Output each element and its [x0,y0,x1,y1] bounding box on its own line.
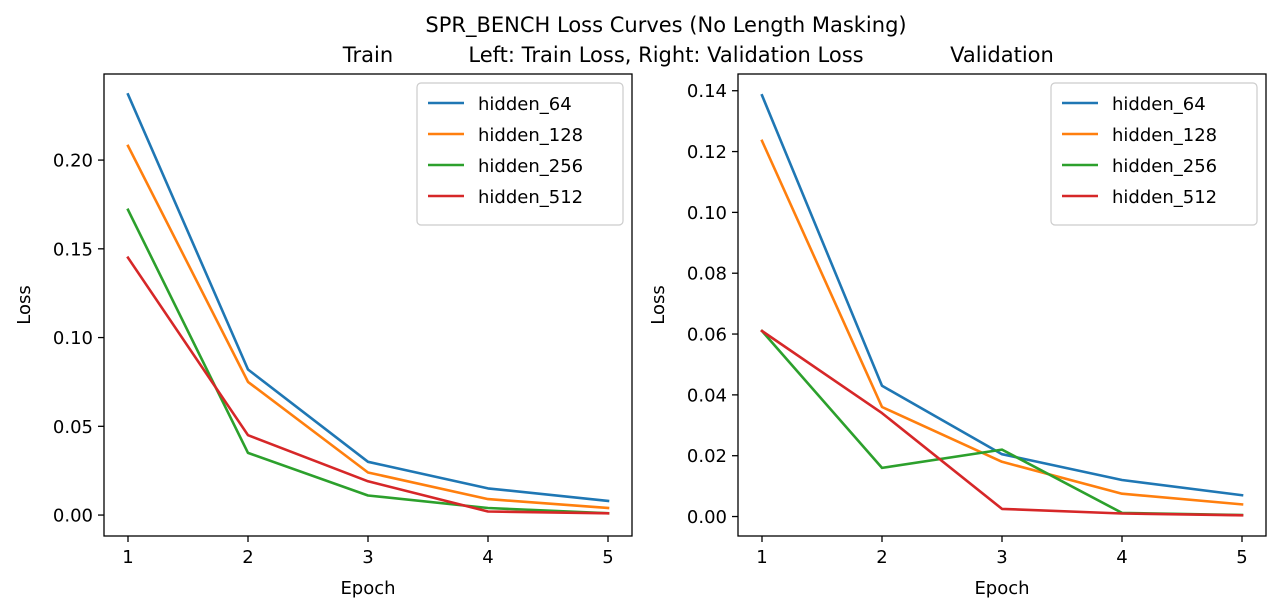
train-y-tick-label: 0.15 [53,239,93,260]
validation-axes-title: Validation [950,43,1054,67]
figure-suptitle: SPR_BENCH Loss Curves (No Length Masking… [425,13,906,38]
validation-legend-label-hidden_256: hidden_256 [1112,156,1217,177]
train-x-axis-label: Epoch [340,578,395,599]
train-y-axis-label: Loss [14,285,35,324]
train-series-line-hidden_512 [126,255,610,515]
validation-y-tick-label: 0.02 [687,446,727,467]
train-legend-box [416,82,624,226]
train-loss-chart: Train 1 2 3 4 5 0.00 0.05 0.10 0.15 0.20 Epoch Loss h… [14,43,633,599]
train-y-tick-label: 0.20 [53,151,93,172]
validation-legend: hidden_64 hidden_128 hidden_256 hidden_512 [1050,82,1258,226]
validation-series-line-hidden_128 [760,139,1244,506]
validation-y-tick-label: 0.08 [687,264,727,285]
train-series-line-hidden_128 [126,144,610,510]
validation-y-tick-label: 0.00 [687,507,727,528]
validation-x-tick-label: 5 [1236,547,1247,568]
validation-x-tick-label: 4 [1116,547,1127,568]
validation-legend-box [1050,82,1258,226]
validation-x-tick-label: 2 [876,547,887,568]
validation-x-tick-label: 1 [756,547,767,568]
train-x-tick-label: 3 [362,547,373,568]
validation-series-line-hidden_512 [760,329,1244,517]
validation-y-tick-label: 0.14 [687,81,727,102]
validation-legend-label-hidden_128: hidden_128 [1112,125,1217,146]
validation-legend-label-hidden_64: hidden_64 [1112,94,1206,115]
train-legend: hidden_64 hidden_128 hidden_256 hidden_512 [416,82,624,226]
train-legend-label-hidden_128: hidden_128 [478,125,583,146]
train-legend-label-hidden_512: hidden_512 [478,187,583,208]
train-y-tick-label: 0.05 [53,417,93,438]
validation-y-tick-label: 0.06 [687,325,727,346]
train-x-tick-label: 5 [602,547,613,568]
train-x-tick-label: 1 [122,547,133,568]
validation-x-tick-label: 3 [996,547,1007,568]
train-legend-label-hidden_64: hidden_64 [478,94,572,115]
validation-x-axis-label: Epoch [974,578,1029,599]
validation-y-tick-label: 0.10 [687,203,727,224]
validation-y-tick-label: 0.12 [687,142,727,163]
train-axes-title: Train [342,43,393,67]
train-legend-label-hidden_256: hidden_256 [478,156,583,177]
train-y-tick-label: 0.00 [53,506,93,527]
figure-subtitle: Left: Train Loss, Right: Validation Loss [468,43,863,67]
validation-y-tick-label: 0.04 [687,385,727,406]
validation-series-line-hidden_256 [760,329,1244,517]
validation-loss-chart: Validation 1 2 3 4 5 0.00 0.02 0.04 0.06 0.08 0.10 0… [648,43,1267,599]
train-series-line-hidden_256 [126,208,610,515]
train-y-tick-label: 0.10 [53,328,93,349]
validation-y-axis-label: Loss [648,285,669,324]
train-series-line-hidden_64 [126,92,610,503]
train-x-tick-label: 2 [242,547,253,568]
validation-series-line-hidden_64 [760,93,1244,497]
validation-legend-label-hidden_512: hidden_512 [1112,187,1217,208]
train-x-tick-label: 4 [482,547,493,568]
